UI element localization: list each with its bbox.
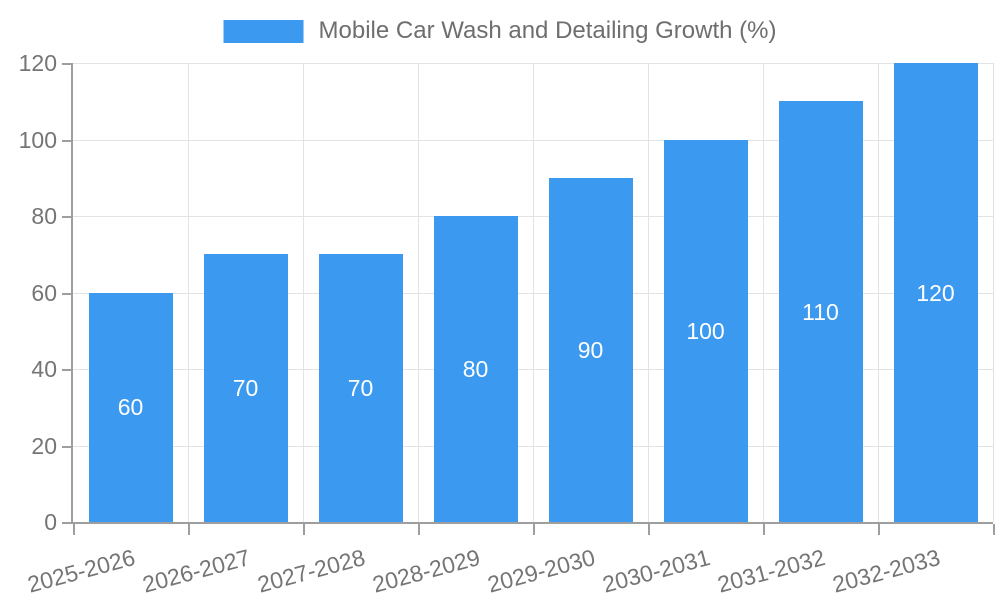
bar-value-label: 60 bbox=[117, 394, 144, 421]
bar-value-label: 100 bbox=[686, 317, 725, 344]
x-axis-tick bbox=[418, 524, 420, 535]
y-axis-tick bbox=[62, 522, 73, 524]
x-axis-category-label: 2032-2033 bbox=[829, 544, 943, 598]
y-axis-tick-label: 120 bbox=[18, 50, 57, 76]
y-axis-tick bbox=[62, 63, 73, 65]
bar-2026-2027[interactable] bbox=[203, 254, 288, 522]
chart-legend[interactable]: Mobile Car Wash and Detailing Growth (%) bbox=[223, 17, 777, 45]
x-axis-tick bbox=[878, 524, 880, 535]
y-axis-tick-label: 80 bbox=[31, 203, 57, 229]
x-axis-category-label: 2028-2029 bbox=[369, 544, 483, 598]
v-gridline bbox=[418, 63, 419, 522]
bar-2030-2031[interactable] bbox=[663, 139, 748, 522]
y-axis-tick-label: 20 bbox=[31, 432, 57, 459]
x-axis-tick bbox=[763, 524, 765, 535]
v-gridline bbox=[993, 63, 994, 522]
v-gridline bbox=[533, 63, 534, 522]
v-gridline bbox=[188, 63, 189, 522]
x-axis-tick bbox=[993, 524, 995, 535]
bar-2027-2028[interactable] bbox=[318, 254, 403, 522]
x-axis-tick bbox=[648, 524, 650, 535]
bar-value-label: 90 bbox=[577, 336, 604, 363]
legend-label: Mobile Car Wash and Detailing Growth (%) bbox=[318, 17, 777, 44]
x-axis-category-label: 2029-2030 bbox=[484, 544, 598, 598]
x-axis-line bbox=[71, 522, 993, 524]
bar-2031-2032[interactable] bbox=[778, 101, 863, 522]
x-axis-category-label: 2026-2027 bbox=[139, 544, 253, 598]
bar-value-label: 70 bbox=[347, 375, 374, 402]
v-gridline bbox=[303, 63, 304, 522]
y-axis-tick bbox=[62, 445, 73, 448]
bar-2032-2033[interactable] bbox=[893, 63, 978, 522]
x-axis-category-label: 2030-2031 bbox=[599, 544, 713, 598]
bar-value-label: 80 bbox=[462, 356, 489, 382]
y-axis-tick bbox=[62, 369, 73, 371]
bar-2028-2029[interactable] bbox=[433, 216, 518, 522]
x-axis-category-label: 2027-2028 bbox=[254, 544, 368, 598]
y-axis-tick-label: 40 bbox=[31, 356, 57, 382]
y-axis-tick bbox=[62, 139, 73, 142]
bar-2029-2030[interactable] bbox=[548, 177, 633, 522]
y-axis-tick bbox=[62, 216, 73, 218]
bar-value-label: 70 bbox=[232, 375, 259, 402]
bar-2025-2026[interactable] bbox=[88, 292, 173, 522]
y-axis-tick-label: 100 bbox=[18, 126, 57, 153]
v-gridline bbox=[763, 63, 764, 522]
v-gridline bbox=[648, 63, 649, 522]
bar-value-label: 110 bbox=[802, 298, 839, 325]
v-gridline bbox=[878, 63, 879, 522]
y-axis-tick bbox=[62, 292, 73, 295]
x-axis-tick bbox=[73, 524, 75, 535]
x-axis-category-label: 2031-2032 bbox=[714, 544, 828, 598]
x-axis-tick bbox=[303, 524, 305, 535]
y-axis-tick-label: 60 bbox=[31, 279, 57, 306]
legend-swatch-icon bbox=[223, 19, 304, 43]
x-axis-tick bbox=[188, 524, 190, 535]
x-axis-tick bbox=[533, 524, 535, 535]
bar-value-label: 120 bbox=[916, 279, 955, 306]
x-axis-category-label: 2025-2026 bbox=[24, 544, 138, 598]
y-axis-tick-label: 0 bbox=[44, 509, 57, 535]
